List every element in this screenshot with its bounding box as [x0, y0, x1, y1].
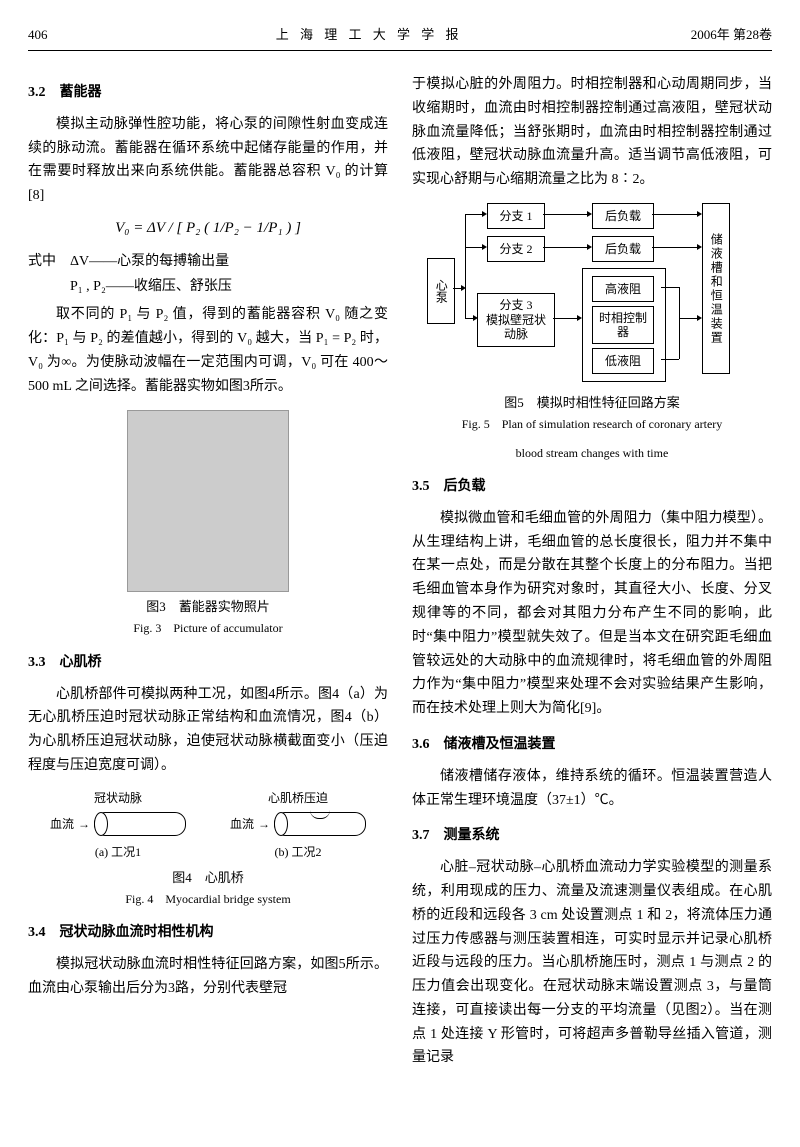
section-3-4-title: 3.4 冠状动脉血流时相性机构: [28, 921, 388, 945]
line-icon: [453, 288, 461, 289]
line-icon: [465, 247, 482, 248]
section-3-2-p2: 取不同的 P₁ 与 P₂ 值，得到的蓄能器容积 V₀ 随之变化：P₁ 与 P₂ …: [28, 303, 388, 398]
left-column: 3.2 蓄能器 模拟主动脉弹性腔功能，将心泵的间隙性射血变成连续的脉动流。蓄能器…: [28, 69, 388, 1074]
fig5-highres-box: 高液阻: [592, 276, 654, 302]
fig5-branch2-box: 分支 2: [487, 236, 545, 262]
fig5-branch3-box: 分支 3 模拟壁冠状动脉: [477, 293, 555, 347]
figure-5-diagram: 心泵 分支 1 分支 2 分支 3 模拟壁冠状动脉 后负载 后负载 高液阻 时相…: [427, 198, 757, 388]
formula-def-dv: 式中 ΔV——心泵的每搏输出量: [28, 250, 388, 274]
fig5-branch1-box: 分支 1: [487, 203, 545, 229]
fig5-controller-box: 时相控制器: [592, 306, 654, 344]
line-icon: [679, 287, 680, 359]
fig4-case-b: 心肌桥压迫 血流→ (b) 工况2: [230, 788, 366, 863]
figure-5-caption-en1: Fig. 5 Plan of simulation research of co…: [412, 414, 772, 434]
figure-3-image: [127, 410, 289, 592]
right-column: 于模拟心脏的外周阻力。时相控制器和心动周期同步，当收缩期时，血流由时相控制器控制…: [412, 69, 772, 1074]
figure-3-caption-en: Fig. 3 Picture of accumulator: [28, 618, 388, 638]
fig5-afterload1-box: 后负载: [592, 203, 654, 229]
fig4-flow-b: 血流: [230, 814, 254, 834]
figure-5-caption-en2: blood stream changes with time: [412, 443, 772, 463]
line-icon: [661, 359, 679, 360]
fig4-flow-a: 血流: [50, 814, 74, 834]
figure-4-diagram: 冠状动脉 血流→ (a) 工况1 心肌桥压迫 血流→ (b) 工况2: [28, 788, 388, 863]
section-3-7-p1: 心脏–冠状动脉–心肌桥血流动力学实验模型的测量系统，利用现成的压力、流量及流速测…: [412, 856, 772, 1070]
fig5-branch3-line1: 分支 3: [499, 298, 532, 312]
fig5-branch3-line2: 模拟壁冠状动脉: [482, 313, 550, 342]
section-3-6-p1: 储液槽储存液体，维持系统的循环。恒温装置营造人体正常生理环境温度（37±1）℃。: [412, 765, 772, 813]
arrow-right-icon: →: [78, 814, 90, 834]
section-3-4-p1: 模拟冠状动脉血流时相性特征回路方案，如图5所示。血流由心泵输出后分为3路，分别代…: [28, 953, 388, 1001]
fig5-afterload2-box: 后负载: [592, 236, 654, 262]
section-3-7-title: 3.7 测量系统: [412, 824, 772, 848]
fig4-label-b: 心肌桥压迫: [230, 788, 366, 808]
fig5-tank-box: 储液槽和恒温装置: [702, 203, 730, 374]
line-icon: [553, 318, 577, 319]
line-icon: [465, 318, 473, 319]
journal-name: 上 海 理 工 大 学 学 报: [276, 24, 463, 46]
arrow-right-icon: →: [258, 814, 270, 834]
fig4-sub-a: (a) 工况1: [50, 842, 186, 862]
figure-4-caption-cn: 图4 心肌桥: [28, 867, 388, 889]
formula-v0: V₀ = ΔV / [ P₂ ( 1/P₂ − 1/P₁ ) ]: [28, 216, 388, 242]
cylinder-pinched-icon: [274, 812, 366, 836]
page-number: 406: [28, 24, 48, 46]
section-3-3-title: 3.3 心肌桥: [28, 651, 388, 675]
cylinder-normal-icon: [94, 812, 186, 836]
fig4-label-a: 冠状动脉: [50, 788, 186, 808]
formula-def-p: P₁ , P₂——收缩压、舒张压: [28, 275, 388, 299]
continuation-para: 于模拟心脏的外周阻力。时相控制器和心动周期同步，当收缩期时，血流由时相控制器控制…: [412, 73, 772, 192]
section-3-2-title: 3.2 蓄能器: [28, 81, 388, 105]
issue-info: 2006年 第28卷: [691, 24, 772, 46]
line-icon: [543, 247, 587, 248]
line-icon: [652, 214, 697, 215]
line-icon: [661, 287, 679, 288]
fig5-pump-box: 心泵: [427, 258, 455, 324]
figure-5-caption-cn: 图5 模拟时相性特征回路方案: [412, 392, 772, 414]
figure-3-caption-cn: 图3 蓄能器实物照片: [28, 596, 388, 618]
line-icon: [543, 214, 587, 215]
section-3-5-title: 3.5 后负载: [412, 475, 772, 499]
fig4-case-a: 冠状动脉 血流→ (a) 工况1: [50, 788, 186, 863]
two-column-layout: 3.2 蓄能器 模拟主动脉弹性腔功能，将心泵的间隙性射血变成连续的脉动流。蓄能器…: [28, 69, 772, 1074]
fig5-lowres-box: 低液阻: [592, 348, 654, 374]
section-3-5-p1: 模拟微血管和毛细血管的外周阻力（集中阻力模型）。从生理结构上讲，毛细血管的总长度…: [412, 507, 772, 721]
line-icon: [679, 318, 697, 319]
line-icon: [465, 214, 466, 319]
fig4-sub-b: (b) 工况2: [230, 842, 366, 862]
line-icon: [652, 247, 697, 248]
page-header: 406 上 海 理 工 大 学 学 报 2006年 第28卷: [28, 24, 772, 51]
section-3-6-title: 3.6 储液槽及恒温装置: [412, 733, 772, 757]
section-3-3-p1: 心肌桥部件可模拟两种工况，如图4所示。图4（a）为无心肌桥压迫时冠状动脉正常结构…: [28, 683, 388, 778]
section-3-2-p1: 模拟主动脉弹性腔功能，将心泵的间隙性射血变成连续的脉动流。蓄能器在循环系统中起储…: [28, 113, 388, 208]
line-icon: [465, 214, 482, 215]
figure-4-caption-en: Fig. 4 Myocardial bridge system: [28, 889, 388, 909]
